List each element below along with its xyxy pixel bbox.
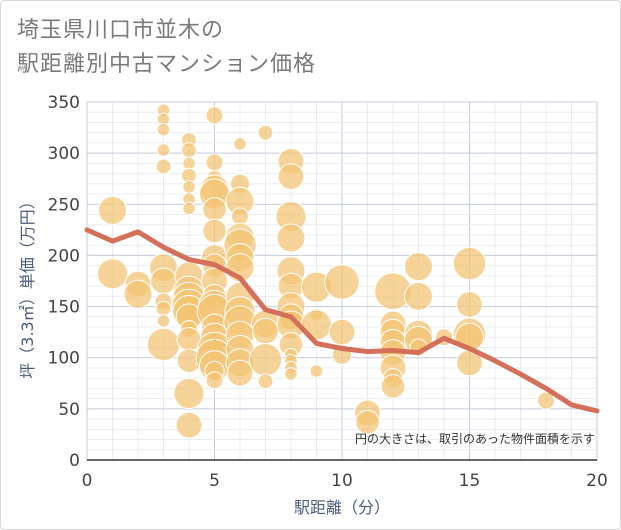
x-tick-label: 0 — [82, 471, 93, 491]
bubble-point — [252, 317, 279, 345]
bubble-point — [150, 267, 177, 295]
bubble-point — [156, 314, 171, 328]
bubble-point — [182, 180, 196, 194]
bubble-point — [98, 195, 127, 225]
bubble-point — [96, 258, 129, 290]
bubble-point — [205, 371, 224, 390]
x-tick-label: 10 — [331, 471, 353, 491]
bubble-point — [276, 223, 306, 253]
y-tick-label: 0 — [69, 451, 80, 471]
bubble-point — [257, 124, 274, 141]
bubble-point — [202, 218, 227, 244]
bubble-point — [156, 143, 171, 157]
bubble-point — [205, 106, 224, 125]
y-tick-label: 100 — [48, 349, 80, 369]
chart-title-line-1: 埼玉県川口市並木の — [17, 18, 225, 43]
x-axis-label: 駅距離（分） — [294, 498, 390, 517]
y-tick-label: 250 — [48, 195, 80, 215]
bubble-point — [231, 207, 249, 226]
x-tick-label: 15 — [459, 471, 481, 491]
chart-title-line-2: 駅距離別中古マンション価格 — [17, 52, 317, 77]
bubble-point — [205, 153, 224, 172]
bubble-point — [155, 300, 172, 317]
bubble-point — [324, 264, 360, 300]
y-tick-label: 350 — [48, 93, 80, 113]
trend-line-group — [84, 227, 600, 414]
size-annotation: 円の大きさは、取引のあった物件面積を示す — [355, 431, 595, 446]
bubble-point — [155, 158, 172, 175]
bubble-point — [248, 343, 283, 377]
bubble-point — [181, 142, 197, 158]
bubble-point — [277, 163, 305, 191]
bubble-point — [182, 201, 196, 216]
bubble-point — [175, 411, 203, 439]
bubble-point — [355, 409, 380, 435]
bubble-point — [233, 137, 247, 151]
bubbles — [96, 103, 555, 439]
bubble-point — [328, 318, 356, 346]
bubble-point — [257, 373, 274, 390]
grid — [86, 101, 598, 461]
bubble-point — [537, 391, 555, 410]
y-tick-label: 50 — [58, 400, 80, 420]
bubble-point — [284, 367, 298, 381]
bubble-point — [456, 291, 483, 318]
bubble-point — [202, 197, 227, 222]
bubble-point — [123, 279, 153, 309]
bubble-point — [156, 122, 171, 137]
y-tick-label: 200 — [48, 246, 80, 266]
bubble-point — [404, 281, 433, 311]
bubble-point — [226, 359, 254, 387]
y-axis-label: 坪（3.3㎡）単価（万円） — [18, 193, 37, 378]
chart-title: 埼玉県川口市並木の 駅距離別中古マンション価格 — [17, 14, 316, 82]
x-tick-label: 5 — [209, 471, 220, 491]
y-tick-label: 150 — [48, 298, 80, 318]
average-price-line — [84, 227, 600, 414]
x-tick-label: 20 — [586, 471, 608, 491]
bubble-point — [309, 364, 324, 378]
y-tick-label: 300 — [48, 144, 80, 164]
bubble-point — [173, 377, 205, 410]
bubble-point — [452, 246, 487, 281]
bubble-point — [404, 252, 433, 282]
bubble-point — [146, 327, 181, 362]
bubble-point — [380, 374, 406, 399]
